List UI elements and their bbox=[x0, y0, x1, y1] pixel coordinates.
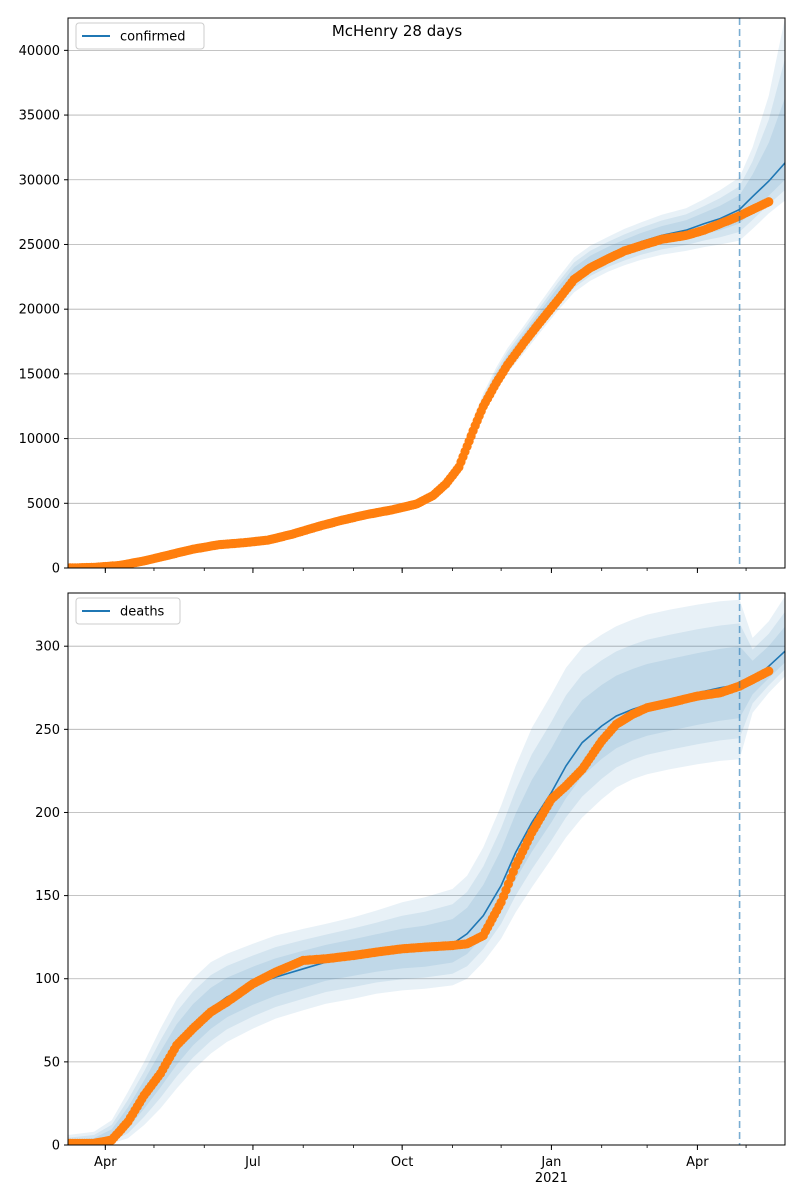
legend-label: deaths bbox=[120, 605, 165, 620]
x-tick-label: Jan bbox=[540, 1155, 561, 1170]
y-tick-label: 10000 bbox=[19, 432, 60, 447]
plot-frame bbox=[67, 17, 786, 569]
y-tick-label: 200 bbox=[35, 806, 60, 821]
y-tick-label: 150 bbox=[35, 889, 60, 904]
legend: confirmed bbox=[75, 22, 205, 50]
y-tick-label: 30000 bbox=[19, 173, 60, 188]
y-tick-label: 35000 bbox=[19, 109, 60, 124]
y-tick-label: 15000 bbox=[19, 367, 60, 382]
legend: deaths bbox=[75, 597, 181, 625]
x-tick-label: Oct bbox=[391, 1155, 413, 1170]
plot-frame bbox=[67, 592, 786, 1146]
legend-label: confirmed bbox=[120, 30, 186, 45]
y-tick-label: 250 bbox=[35, 723, 60, 738]
y-tick-label: 0 bbox=[52, 562, 60, 577]
chart-title: McHenry 28 days bbox=[332, 22, 462, 40]
observed-point bbox=[764, 666, 774, 676]
legend-box bbox=[75, 597, 181, 625]
x-tick-label: Apr bbox=[94, 1155, 117, 1170]
uncertainty-band bbox=[68, 611, 785, 1145]
plot-area bbox=[68, 596, 785, 1145]
y-tick-label: 0 bbox=[52, 1139, 60, 1154]
x-tick-label: Apr bbox=[686, 1155, 709, 1170]
y-tick-label: 50 bbox=[43, 1055, 60, 1070]
deaths-panel: 0 50 100 150 200 250 300 deaths bbox=[35, 592, 786, 1154]
confirmed-panel: 0 5000 10000 15000 20000 25000 30000 35000 40000… bbox=[19, 17, 786, 577]
observed-point bbox=[764, 197, 774, 207]
x-tick-year-label: 2021 bbox=[535, 1171, 568, 1186]
y-tick-label: 25000 bbox=[19, 238, 60, 253]
y-tick-label: 20000 bbox=[19, 303, 60, 318]
plot-area bbox=[68, 18, 785, 568]
y-tick-label: 5000 bbox=[27, 497, 60, 512]
y-tick-label: 40000 bbox=[19, 44, 60, 59]
legend-box bbox=[75, 22, 205, 50]
y-tick-label: 300 bbox=[35, 640, 60, 655]
y-tick-label: 100 bbox=[35, 972, 60, 987]
uncertainty-band bbox=[68, 626, 785, 1145]
x-tick-label: Jul bbox=[244, 1155, 261, 1170]
